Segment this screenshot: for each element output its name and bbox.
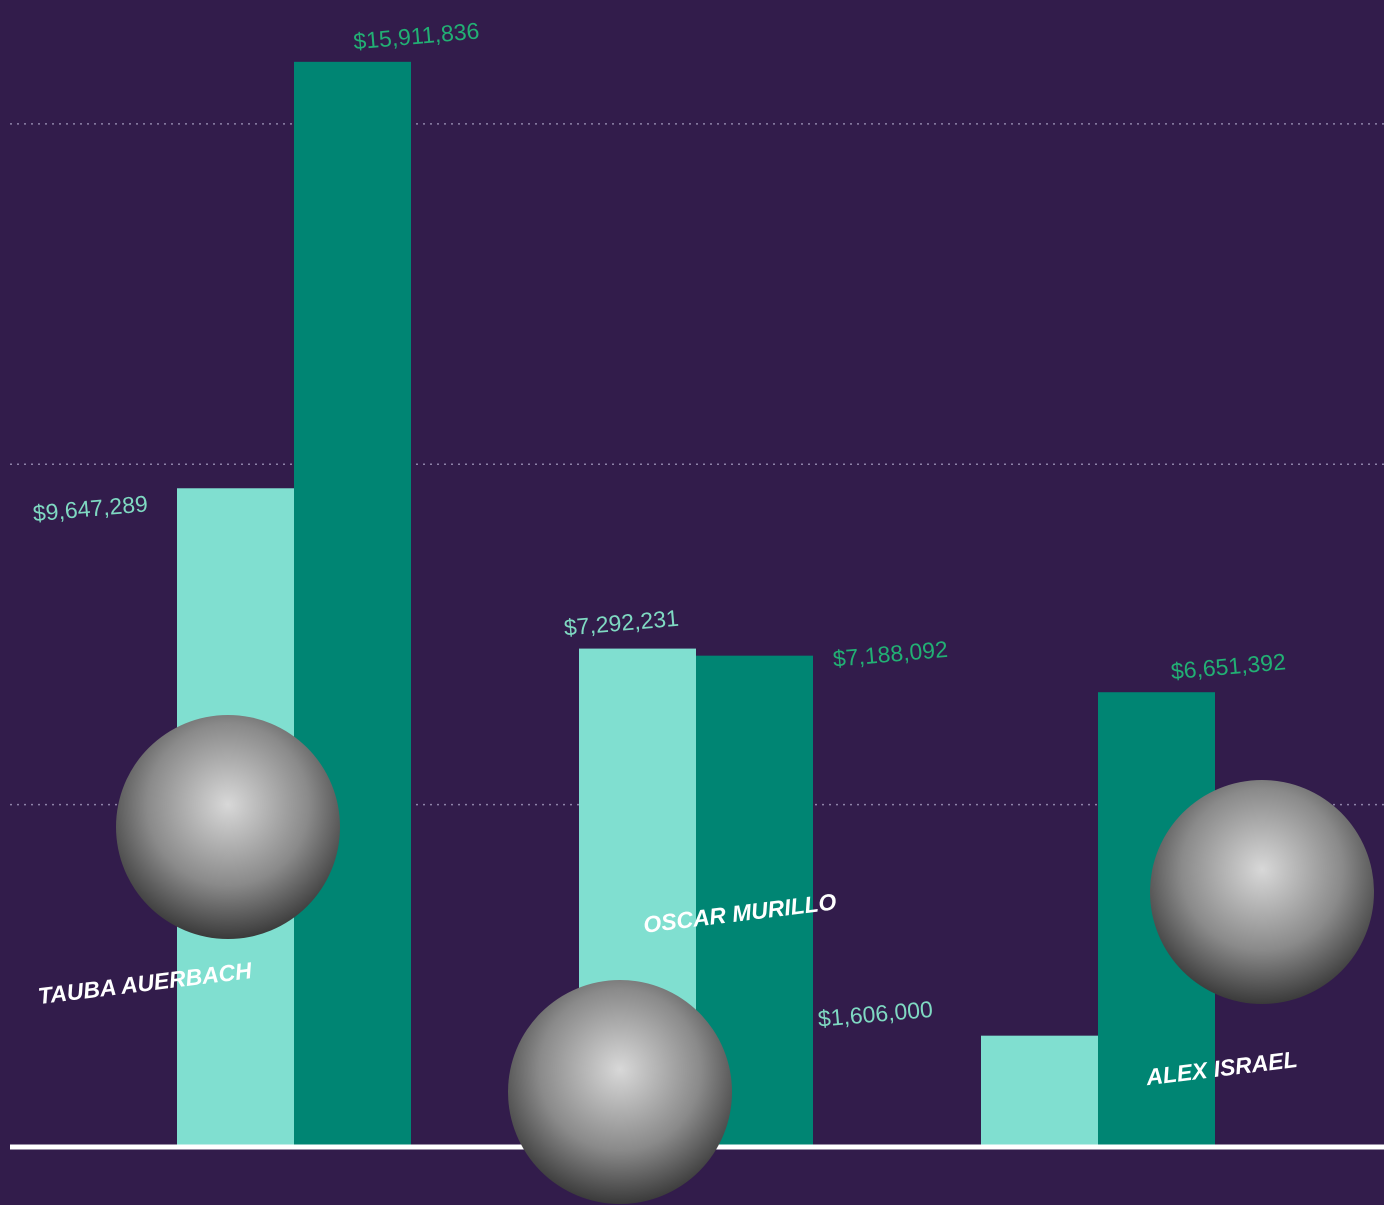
page: {"chart_data": { "type": "bar", "categor… xyxy=(0,0,1384,1205)
bar xyxy=(294,62,411,1145)
artist-photo xyxy=(116,715,340,939)
artist-photo xyxy=(508,980,732,1204)
chart: $9,647,289$7,292,231$1,606,000$15,911,83… xyxy=(0,0,1384,1205)
artist-photo xyxy=(1150,780,1374,1004)
bar xyxy=(981,1036,1098,1145)
